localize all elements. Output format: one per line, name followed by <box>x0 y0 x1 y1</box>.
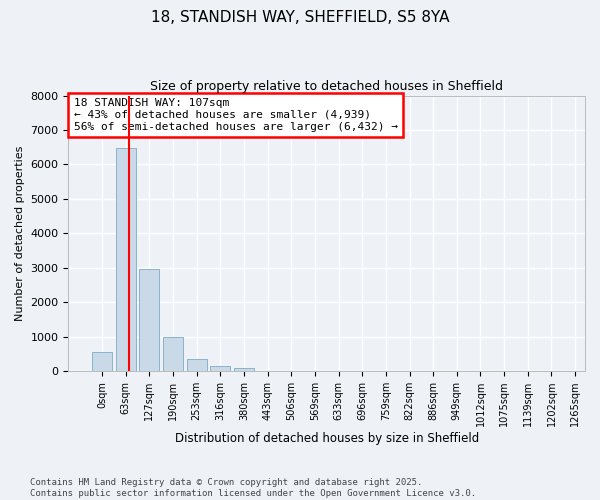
Text: 18 STANDISH WAY: 107sqm
← 43% of detached houses are smaller (4,939)
56% of semi: 18 STANDISH WAY: 107sqm ← 43% of detache… <box>74 98 398 132</box>
Bar <box>139 268 160 371</box>
Bar <box>92 352 112 371</box>
Bar <box>163 337 183 371</box>
Bar <box>187 359 206 371</box>
Text: Contains HM Land Registry data © Crown copyright and database right 2025.
Contai: Contains HM Land Registry data © Crown c… <box>30 478 476 498</box>
X-axis label: Distribution of detached houses by size in Sheffield: Distribution of detached houses by size … <box>175 432 479 445</box>
Title: Size of property relative to detached houses in Sheffield: Size of property relative to detached ho… <box>150 80 503 93</box>
Text: 18, STANDISH WAY, SHEFFIELD, S5 8YA: 18, STANDISH WAY, SHEFFIELD, S5 8YA <box>151 10 449 25</box>
Bar <box>116 148 136 371</box>
Bar <box>234 368 254 371</box>
Bar <box>210 366 230 371</box>
Y-axis label: Number of detached properties: Number of detached properties <box>15 146 25 321</box>
